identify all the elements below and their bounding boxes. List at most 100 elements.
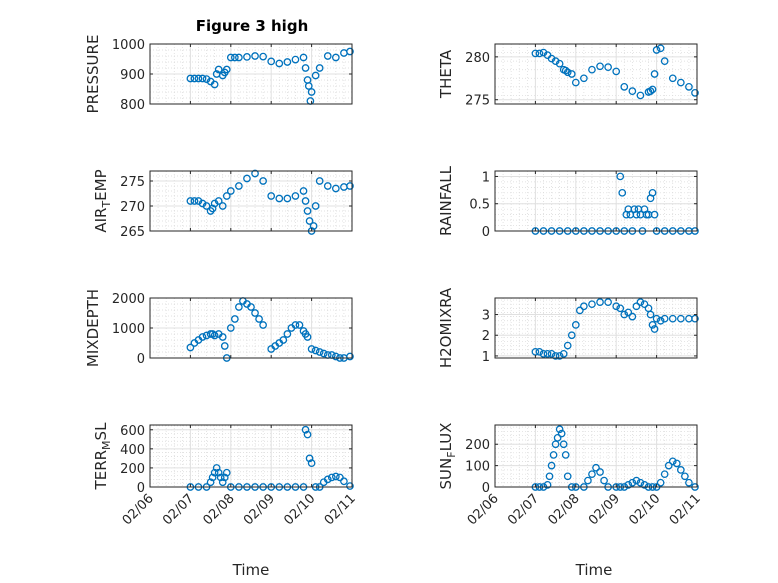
data-point (616, 172, 625, 181)
data-point (620, 83, 629, 91)
data-point (235, 53, 243, 62)
data-point (220, 342, 229, 350)
data-point (567, 331, 576, 340)
x-tick-label: 02/06 (465, 491, 502, 528)
subplot-8: 0 100 200 SUNFLUX 02/06 02/07 02/08 02/09 02/10 0… (437, 423, 704, 529)
data-point (331, 472, 340, 481)
data-point (561, 66, 570, 75)
series-markers (186, 169, 354, 235)
data-point (218, 478, 227, 487)
data-point (311, 71, 320, 80)
data-point (559, 440, 568, 449)
data-point (235, 182, 243, 190)
data-point (226, 324, 235, 332)
data-point (685, 478, 693, 487)
data-point (251, 309, 259, 317)
x-tick-label: 02/08 (546, 491, 583, 528)
plot-area (495, 44, 697, 104)
data-point (299, 53, 308, 62)
y-tick-label: 0 (482, 481, 490, 496)
data-point (543, 350, 552, 358)
data-point (283, 58, 292, 66)
data-point (650, 325, 659, 333)
data-point (186, 74, 195, 83)
data-point (535, 49, 544, 58)
x-tick-label: 02/06 (120, 491, 157, 528)
data-point (628, 87, 637, 95)
data-point (315, 177, 324, 185)
data-point (596, 62, 604, 71)
data-point (596, 298, 604, 306)
data-point (592, 463, 600, 472)
data-point (588, 470, 596, 479)
data-point (186, 343, 195, 352)
data-point (251, 169, 259, 178)
data-point (646, 310, 655, 319)
plot-area (495, 425, 697, 487)
data-point (340, 477, 348, 486)
data-point (650, 210, 659, 219)
data-point (648, 85, 657, 94)
data-point (588, 65, 596, 74)
data-point (301, 425, 310, 434)
x-tick-label: 02/07 (505, 491, 542, 528)
data-point (561, 451, 570, 459)
y-tick-label: 0 (482, 225, 490, 240)
data-point (628, 478, 637, 487)
axes-box (494, 424, 698, 488)
data-point (555, 352, 564, 360)
data-point (323, 52, 332, 60)
data-point (636, 91, 645, 100)
data-point (222, 468, 231, 477)
x-tick-label: 02/08 (201, 491, 238, 528)
data-point (259, 177, 267, 185)
data-point (539, 350, 548, 358)
y-tick-label: 275 (120, 175, 145, 190)
data-point (668, 314, 677, 323)
data-point (571, 321, 580, 329)
data-point (190, 74, 199, 83)
data-point (299, 187, 308, 195)
data-point (346, 47, 354, 56)
data-point (618, 188, 627, 197)
data-point (596, 468, 604, 476)
data-point (311, 202, 320, 210)
data-point (636, 478, 645, 487)
y-tick-label: 400 (120, 443, 145, 458)
data-point (291, 55, 300, 64)
y-axis-label: MIXDEPTH (84, 289, 102, 367)
data-point (331, 53, 340, 62)
subplot-2: 275 280 THETA (437, 43, 699, 109)
data-point (551, 352, 560, 360)
data-point (624, 308, 633, 317)
data-point (190, 197, 199, 205)
data-point (247, 303, 255, 311)
x-tick-label: 02/09 (586, 491, 623, 528)
y-tick-label: 3 (482, 309, 490, 324)
data-point (575, 306, 584, 315)
data-point (315, 64, 324, 72)
data-point (267, 57, 276, 66)
data-point (331, 184, 340, 193)
data-point (307, 88, 316, 96)
series-markers (186, 47, 354, 105)
data-point (636, 298, 645, 306)
data-point (295, 321, 304, 329)
data-point (676, 466, 685, 474)
data-point (226, 53, 235, 62)
data-point (632, 302, 641, 311)
data-point (251, 52, 259, 60)
data-point (531, 347, 540, 356)
y-tick-label: 1000 (112, 38, 145, 53)
data-point (656, 316, 665, 325)
xlabel-left: Time (232, 561, 270, 579)
axes-box (494, 170, 698, 232)
y-tick-label: 900 (120, 68, 145, 83)
data-point (691, 89, 699, 97)
data-point (235, 303, 243, 311)
x-tick-label: 02/07 (160, 491, 197, 528)
y-tick-label: 280 (465, 51, 490, 66)
data-point (198, 74, 207, 83)
data-point (214, 197, 223, 205)
data-point (632, 476, 641, 485)
